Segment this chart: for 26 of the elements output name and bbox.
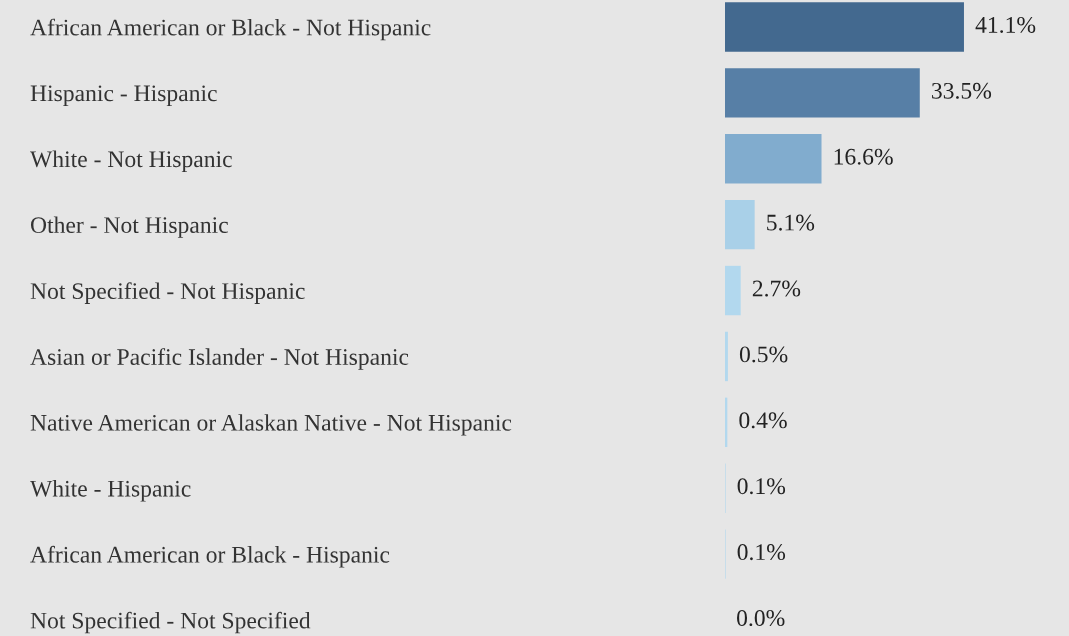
data-label: 16.6%: [834, 148, 893, 165]
data-label: 5.1%: [767, 214, 815, 231]
y-tick-label: Asian or Pacific Islander - Not Hispanic: [30, 348, 409, 370]
data-label: 0.0%: [737, 610, 785, 627]
data-label: 0.1%: [737, 544, 786, 561]
data-label: 2.7%: [752, 280, 801, 297]
bar: [725, 2, 964, 52]
y-tick-label: African American or Black - Not Hispanic: [30, 18, 431, 41]
y-tick-label: White - Not Hispanic: [30, 150, 232, 172]
data-label: 41.1%: [975, 16, 1036, 33]
data-label: 33.5%: [932, 82, 992, 99]
y-tick-label: White - Hispanic: [30, 480, 191, 502]
bar: [725, 199, 755, 250]
data-label: 0.1%: [737, 478, 786, 495]
data-label: 0.5%: [739, 346, 788, 363]
bar: [725, 265, 741, 316]
y-tick-label: Other - Not Hispanic: [30, 216, 228, 238]
bar: [725, 68, 920, 118]
y-tick-label: Native American or Alaskan Native - Not Hispanic: [30, 414, 512, 436]
y-tick-label: Not Specified - Not Hispanic: [30, 282, 305, 304]
bar: [725, 134, 822, 184]
y-tick-label: African American or Black - Hispanic: [30, 545, 390, 568]
bar: [725, 331, 728, 382]
y-tick-label: Hispanic - Hispanic: [30, 85, 217, 107]
y-tick-label: Not Specified - Not Specified: [30, 611, 311, 634]
data-label: 0.4%: [739, 412, 787, 429]
